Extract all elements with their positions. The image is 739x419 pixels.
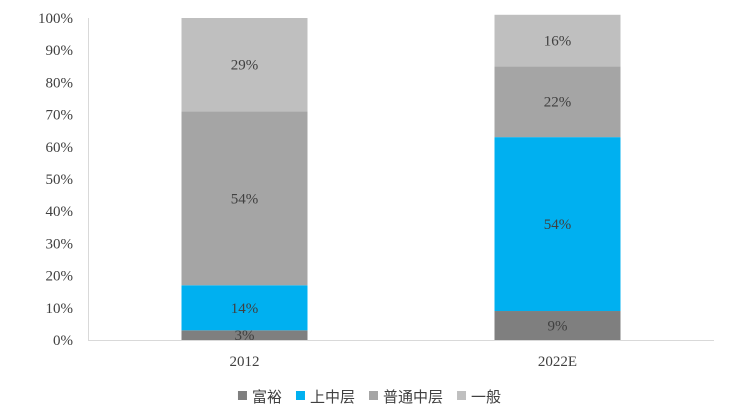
data-label: 54% — [544, 217, 572, 233]
data-label: 54% — [231, 191, 259, 207]
legend-swatch — [295, 391, 305, 400]
y-tick-label: 50% — [46, 172, 74, 188]
bar-segment — [181, 18, 308, 112]
bar-segment — [181, 285, 308, 331]
y-tick-label: 90% — [46, 43, 74, 59]
y-tick-label: 40% — [46, 204, 74, 220]
data-label: 3% — [235, 328, 255, 344]
legend: 富裕 上中层 普通中层 一般 — [237, 388, 501, 406]
data-label: 14% — [231, 301, 259, 317]
legend-label: 富裕 — [252, 388, 282, 406]
bar-segment — [494, 66, 621, 138]
y-tick-label: 30% — [46, 236, 74, 252]
x-tick-label: 2022E — [538, 354, 577, 370]
bar-segment — [181, 330, 308, 340]
data-label: 16% — [544, 34, 572, 50]
legend-swatch — [457, 391, 467, 400]
y-tick-label: 60% — [46, 140, 74, 156]
legend-label: 普通中层 — [383, 388, 443, 406]
y-tick-label: 70% — [46, 108, 74, 124]
y-axis-ticks: 0% 10% 20% 30% 40% 50% 60% 70% 80% 90% 100% — [38, 11, 73, 349]
data-label: 29% — [231, 58, 259, 74]
legend-item: 上中层 — [295, 388, 355, 406]
y-tick-label: 0% — [53, 333, 73, 349]
legend-item: 普通中层 — [369, 388, 443, 406]
y-tick-label: 10% — [46, 301, 74, 317]
legend-item: 富裕 — [237, 388, 282, 406]
bar-segment — [494, 137, 621, 312]
legend-swatch — [369, 391, 378, 400]
legend-item: 一般 — [457, 388, 501, 406]
y-tick-label: 20% — [46, 269, 74, 285]
data-label: 22% — [544, 95, 572, 111]
bar-segment — [494, 14, 621, 67]
bars: 3% 14% 54% 29% 9% 54% 22% 16% — [181, 14, 621, 344]
y-tick-label: 80% — [46, 75, 74, 91]
x-tick-label: 2012 — [230, 354, 260, 370]
data-label: 9% — [548, 319, 568, 335]
bar-segment — [494, 311, 621, 340]
legend-label: 一般 — [471, 388, 501, 406]
y-tick-label: 100% — [38, 11, 73, 27]
legend-label: 上中层 — [310, 388, 355, 406]
bar-segment — [181, 111, 308, 286]
x-axis-ticks: 2012 2022E — [230, 354, 578, 370]
legend-swatch — [237, 391, 247, 400]
